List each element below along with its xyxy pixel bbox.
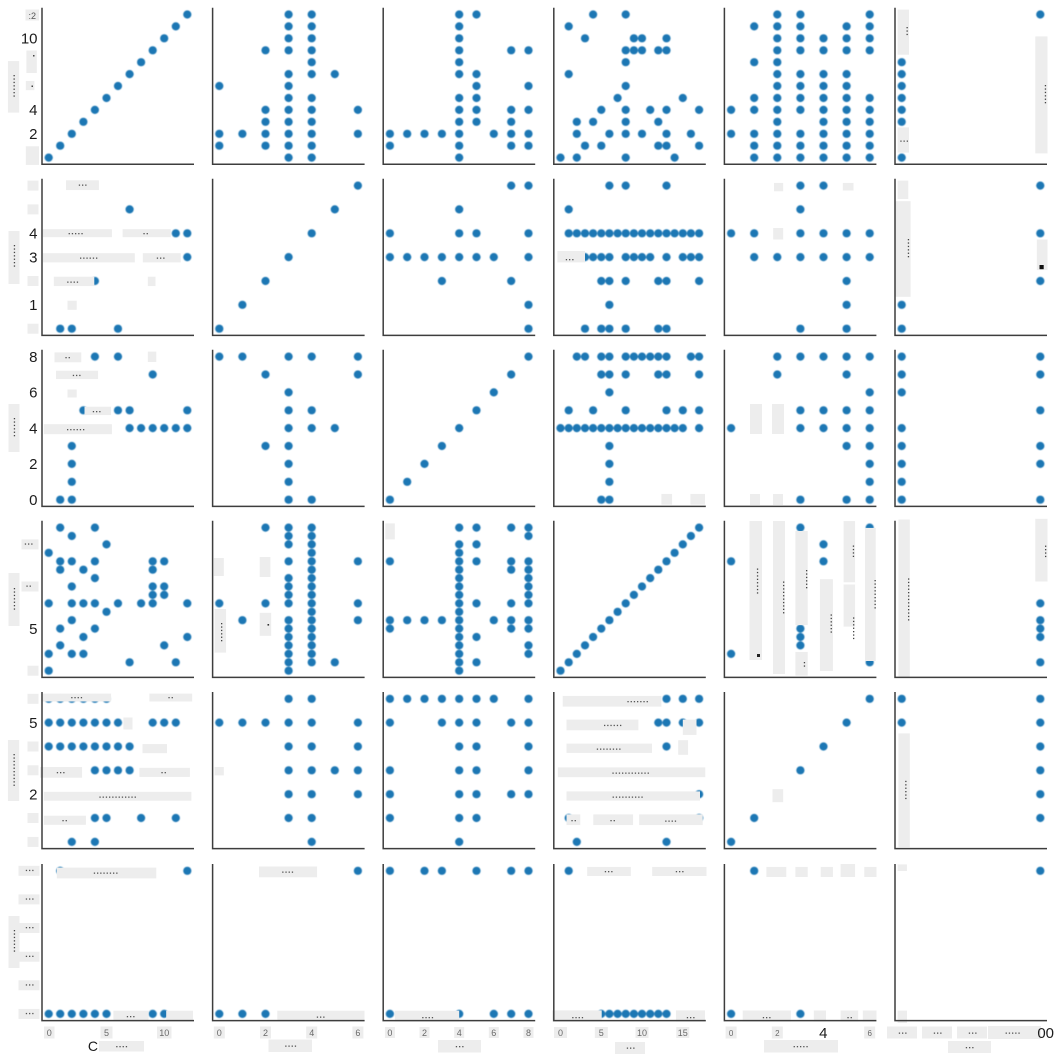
- svg-text:0: 0: [217, 1028, 222, 1038]
- svg-text:6: 6: [867, 1029, 872, 1038]
- svg-text:2: 2: [775, 1029, 780, 1038]
- svg-text:5: 5: [29, 715, 37, 732]
- svg-text:2: 2: [29, 126, 37, 143]
- svg-text:C: C: [88, 1038, 98, 1054]
- svg-text:10: 10: [159, 1028, 169, 1038]
- svg-text:2: 2: [29, 786, 37, 803]
- svg-text:5: 5: [104, 1028, 109, 1038]
- svg-text:8: 8: [526, 1028, 531, 1038]
- svg-text:2: 2: [29, 456, 37, 473]
- svg-text:4: 4: [29, 226, 37, 243]
- svg-text:0: 0: [387, 1028, 392, 1038]
- svg-text:0: 0: [29, 492, 37, 509]
- svg-text:8: 8: [29, 349, 37, 366]
- svg-text:5: 5: [29, 621, 37, 638]
- svg-text:4: 4: [309, 1028, 314, 1038]
- svg-text:6: 6: [491, 1028, 496, 1038]
- svg-text:1: 1: [29, 297, 37, 314]
- svg-text:0: 0: [729, 1029, 734, 1038]
- svg-text:4: 4: [457, 1028, 462, 1038]
- svg-text:10: 10: [21, 31, 38, 48]
- svg-text:5: 5: [599, 1028, 604, 1038]
- svg-text:6: 6: [355, 1028, 360, 1038]
- svg-text:0: 0: [558, 1028, 563, 1038]
- svg-text:4: 4: [819, 1025, 827, 1042]
- svg-text:0: 0: [47, 1028, 52, 1038]
- svg-text::2: :2: [28, 11, 36, 21]
- svg-text:4: 4: [29, 102, 37, 119]
- svg-text:3: 3: [29, 249, 37, 266]
- svg-text:10: 10: [637, 1028, 647, 1038]
- svg-text:4: 4: [29, 420, 37, 437]
- svg-text:00: 00: [1037, 1025, 1054, 1042]
- svg-text:2: 2: [422, 1028, 427, 1038]
- svg-text:6: 6: [29, 385, 37, 402]
- svg-text:2: 2: [263, 1028, 268, 1038]
- svg-text:15: 15: [678, 1028, 688, 1038]
